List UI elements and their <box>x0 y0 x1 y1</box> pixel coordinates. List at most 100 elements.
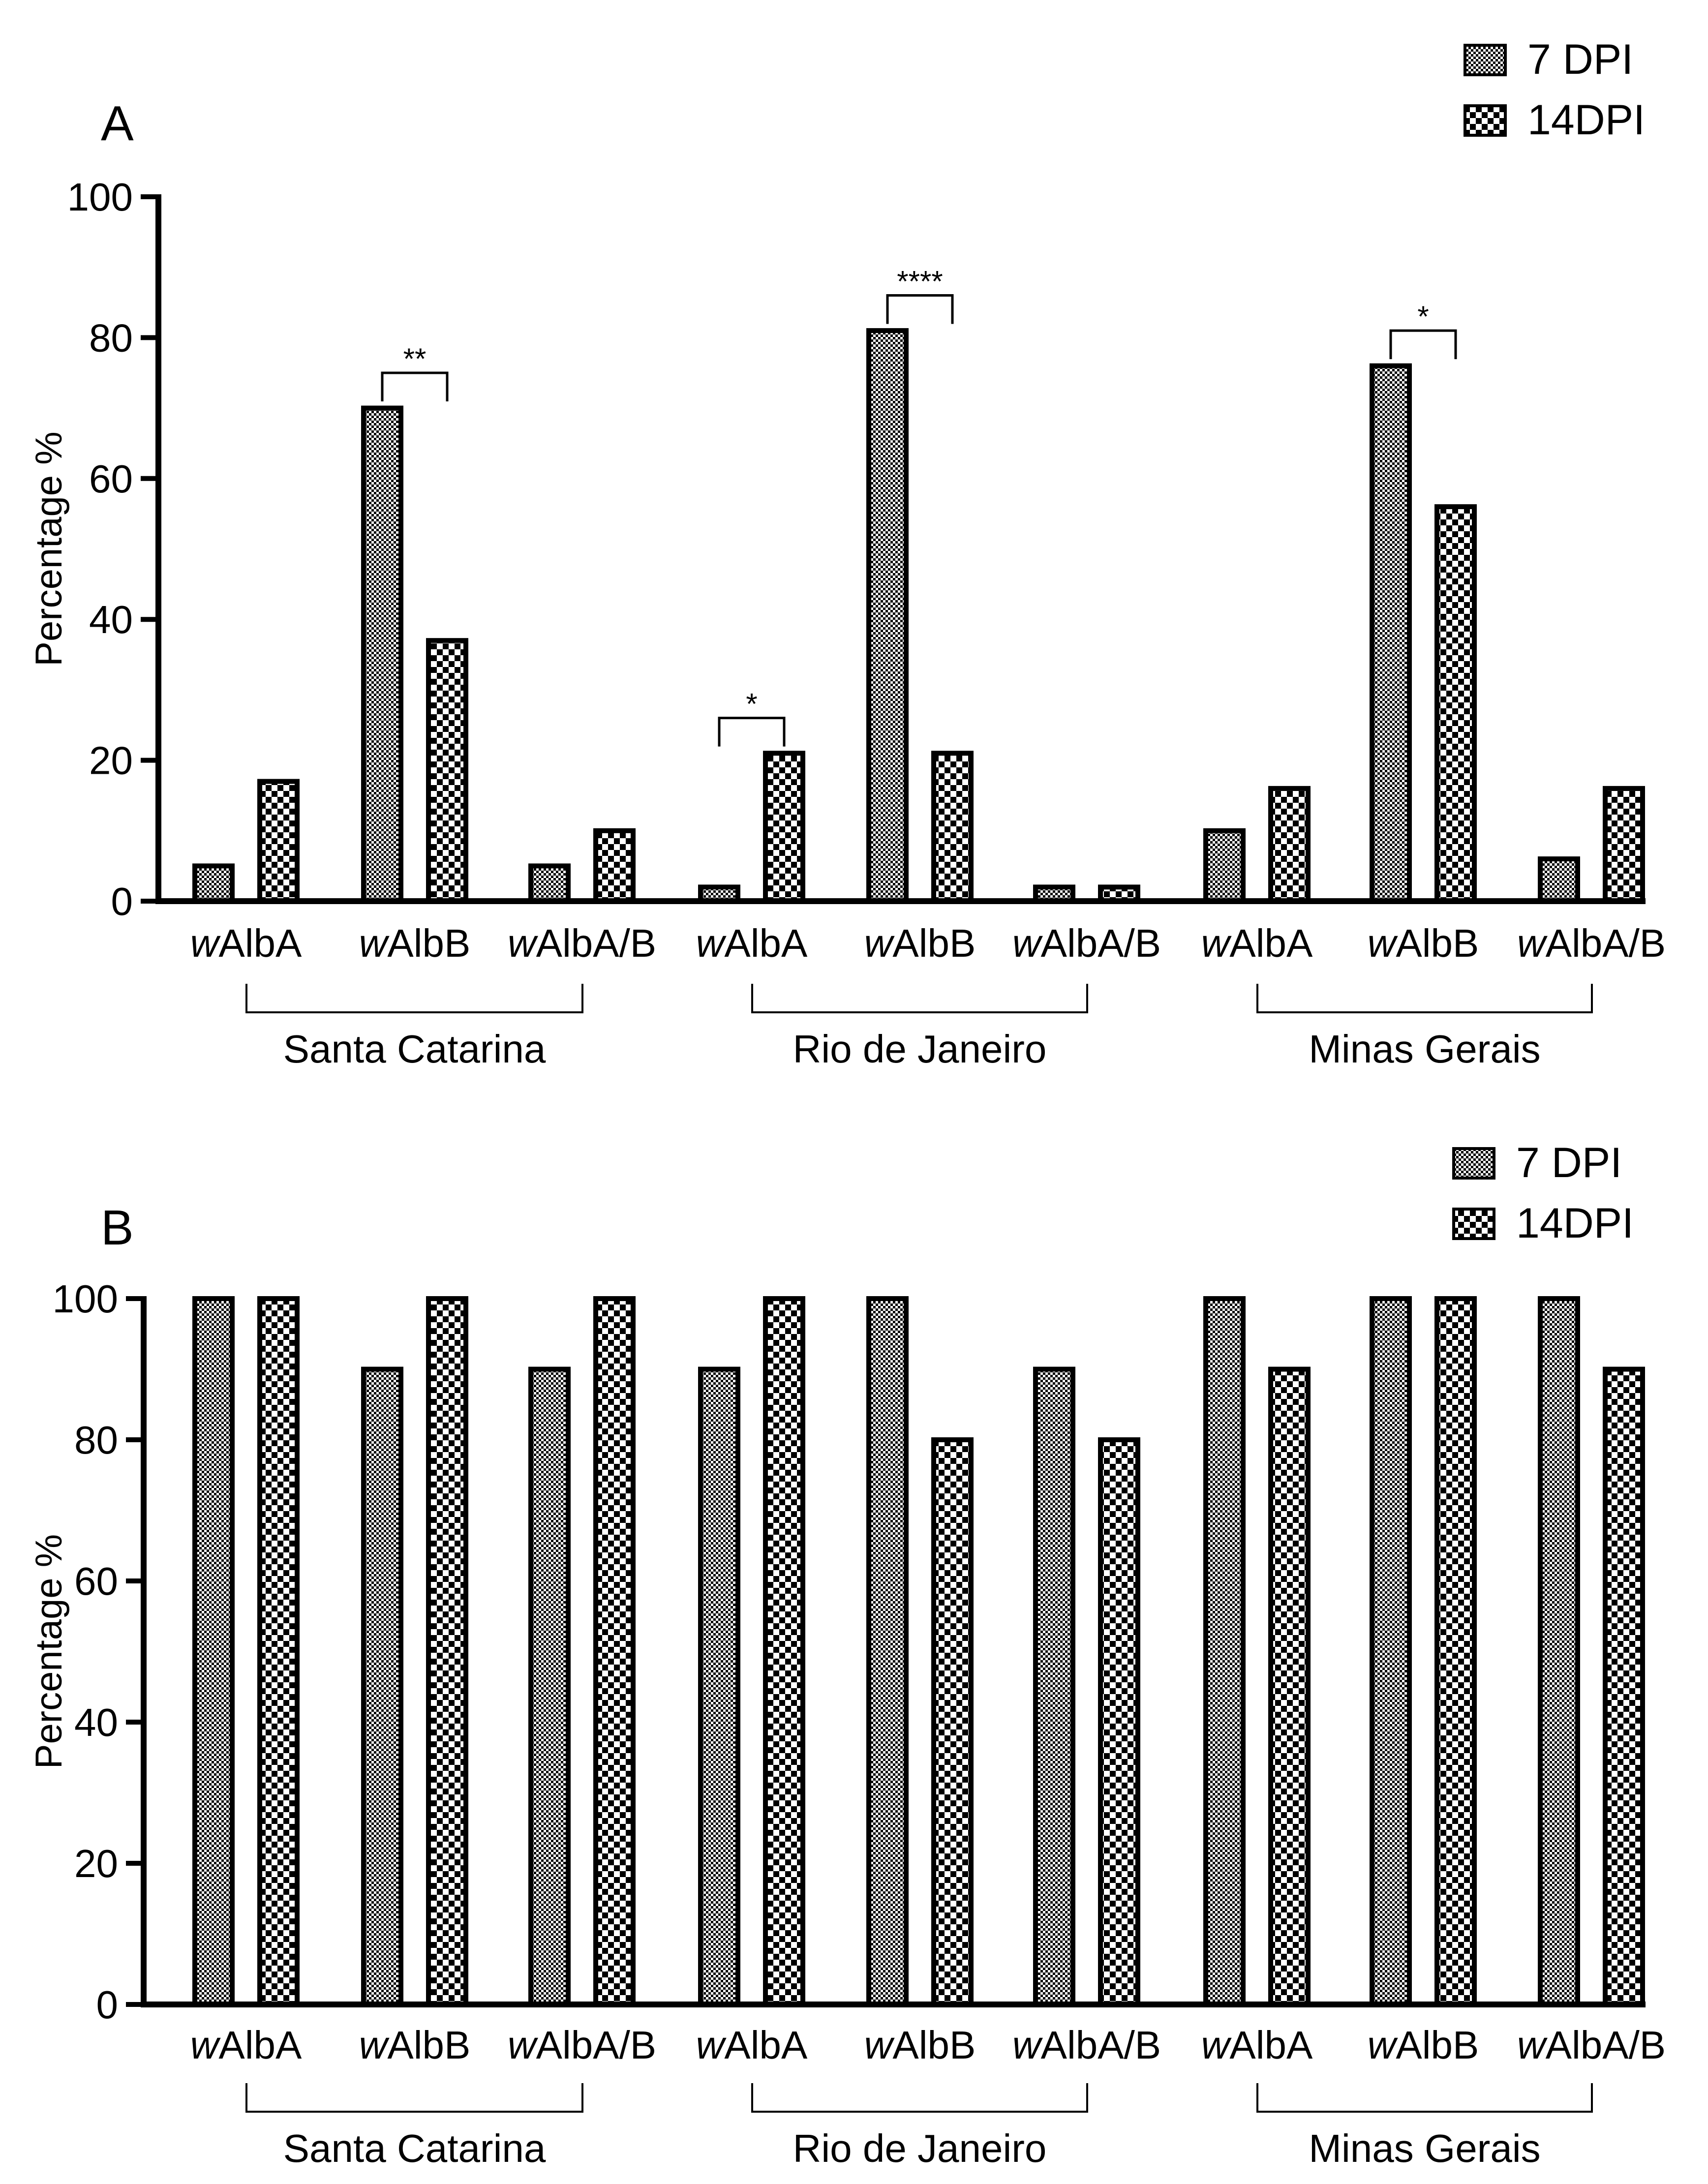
bar-7dpi <box>361 405 403 904</box>
bar-7dpi <box>192 863 235 904</box>
group-label: Rio de Janeiro <box>793 2126 1047 2170</box>
legend: 7 DPI 14DPI <box>1464 36 1645 144</box>
panel-b: B 7 DPI 14DPI Percentage % 0 20 40 60 80 100 wA… <box>28 1139 1666 2170</box>
legend: 7 DPI 14DPI <box>1452 1139 1634 1247</box>
x-tick-label: wAlbB <box>1368 2023 1479 2067</box>
y-tick-label: 80 <box>74 1418 118 1462</box>
bar-14dpi <box>931 1437 974 2007</box>
bar-14dpi <box>1603 786 1645 904</box>
significance-bracket <box>381 371 449 401</box>
bar-14dpi <box>257 1296 300 2007</box>
significance-bracket <box>718 717 786 747</box>
y-tick-label: 40 <box>89 598 133 641</box>
significance-stars: **** <box>897 265 943 298</box>
y-axis-label: Percentage % <box>28 431 70 666</box>
group-bracket <box>245 984 583 1013</box>
x-tick-label: wAlbA <box>1201 2023 1313 2067</box>
x-tick-label: wAlbA/B <box>1517 2023 1666 2067</box>
y-tick-label: 100 <box>53 1277 118 1321</box>
bar-14dpi <box>931 751 974 904</box>
x-tick-label: wAlbB <box>1368 921 1479 965</box>
bar-7dpi <box>528 863 571 904</box>
legend-swatch-7dpi <box>1452 1147 1495 1180</box>
x-tick-label: wAlbB <box>359 921 471 965</box>
significance-bracket <box>1389 329 1457 360</box>
x-tick-label: wAlbA <box>696 2023 808 2067</box>
y-axis-label: Percentage % <box>28 1534 70 1769</box>
x-tick-label: wAlbB <box>864 2023 976 2067</box>
x-tick-label: wAlbA/B <box>1012 921 1161 965</box>
bar-7dpi <box>528 1366 571 2007</box>
group-label: Rio de Janeiro <box>793 1027 1047 1071</box>
x-tick-label: wAlbA/B <box>508 2023 656 2067</box>
group-label: Minas Gerais <box>1309 2126 1540 2170</box>
group-bracket <box>751 2083 1088 2113</box>
x-tick-label: wAlbA <box>696 921 808 965</box>
bar-7dpi <box>192 1296 235 2007</box>
bar-14dpi <box>1098 1437 1140 2007</box>
legend-label-14dpi: 14DPI <box>1527 96 1645 144</box>
x-tick-label: wAlbA <box>190 921 302 965</box>
bar-7dpi <box>1370 1296 1412 2007</box>
y-tick-label: 80 <box>89 316 133 360</box>
x-tick-label: wAlbA/B <box>1012 2023 1161 2067</box>
bar-7dpi <box>1203 828 1246 904</box>
x-tick-label: wAlbA/B <box>1517 921 1666 965</box>
panel-a: A 7 DPI 14DPI Percentage % 0 20 40 60 80 100 wA… <box>28 36 1666 1071</box>
y-tick-label: 20 <box>74 1842 118 1885</box>
group-label: Santa Catarina <box>283 1027 546 1071</box>
legend-swatch-14dpi <box>1464 104 1507 137</box>
bar-14dpi <box>1603 1366 1645 2007</box>
panel-label: A <box>101 96 134 151</box>
bar-14dpi <box>1268 1366 1311 2007</box>
bar-7dpi <box>698 1366 740 2007</box>
bar-14dpi <box>763 751 805 904</box>
bar-7dpi <box>1203 1296 1246 2007</box>
significance-stars: * <box>746 688 757 721</box>
bar-14dpi <box>426 1296 468 2007</box>
y-tick-label: 60 <box>74 1559 118 1603</box>
bar-14dpi <box>1434 1296 1477 2007</box>
bar-7dpi <box>1538 1296 1580 2007</box>
bar-7dpi <box>1033 1366 1075 2007</box>
y-tick-label: 100 <box>67 175 133 219</box>
legend-label-7dpi: 7 DPI <box>1516 1139 1622 1186</box>
legend-label-7dpi: 7 DPI <box>1527 36 1633 83</box>
x-tick-label: wAlbA <box>190 2023 302 2067</box>
bar-7dpi <box>1370 363 1412 904</box>
x-tick-label: wAlbA <box>1201 921 1313 965</box>
y-tick-label: 20 <box>89 739 133 783</box>
bar-7dpi <box>361 1366 403 2007</box>
bar-14dpi <box>426 638 468 904</box>
legend-label-14dpi: 14DPI <box>1516 1200 1634 1247</box>
x-tick-label: wAlbB <box>864 921 976 965</box>
panel-label: B <box>101 1200 134 1255</box>
bar-14dpi <box>593 828 636 904</box>
group-bracket <box>751 984 1088 1013</box>
group-bracket <box>1256 2083 1593 2113</box>
bar-14dpi <box>593 1296 636 2007</box>
y-tick-label: 0 <box>111 880 133 923</box>
y-tick-label: 60 <box>89 457 133 501</box>
significance-stars: * <box>1417 300 1429 333</box>
bar-7dpi <box>866 1296 909 2007</box>
bar-14dpi <box>1434 504 1477 904</box>
significance-stars: ** <box>403 342 427 375</box>
group-label: Santa Catarina <box>283 2126 546 2170</box>
significance-bracket <box>886 294 954 324</box>
bar-14dpi <box>763 1296 805 2007</box>
x-tick-label: wAlbA/B <box>508 921 656 965</box>
y-tick-label: 40 <box>74 1700 118 1744</box>
group-bracket <box>1256 984 1593 1013</box>
y-tick-label: 0 <box>96 1983 119 2027</box>
legend-swatch-7dpi <box>1464 44 1507 76</box>
x-tick-label: wAlbB <box>359 2023 471 2067</box>
bar-14dpi <box>1268 786 1311 904</box>
bar-7dpi <box>866 328 909 904</box>
group-label: Minas Gerais <box>1309 1027 1540 1071</box>
bar-7dpi <box>1538 856 1580 904</box>
group-bracket <box>245 2083 583 2113</box>
legend-swatch-14dpi <box>1452 1208 1495 1240</box>
bar-14dpi <box>257 779 300 904</box>
